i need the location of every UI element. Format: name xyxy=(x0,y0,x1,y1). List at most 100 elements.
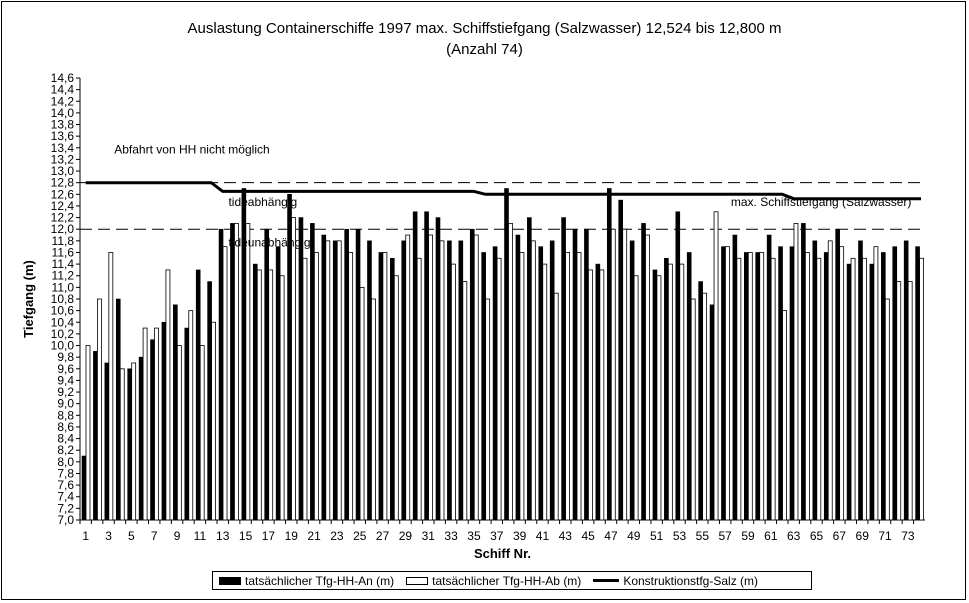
x-tick-label: 41 xyxy=(536,529,550,543)
x-axis-title: Schiff Nr. xyxy=(474,546,531,561)
chart-subtitle: (Anzahl 74) xyxy=(446,41,523,58)
bar-an xyxy=(332,240,338,521)
bar-ab xyxy=(690,298,696,521)
bar-an xyxy=(469,228,475,521)
y-tick-label: 7,8 xyxy=(57,466,74,480)
bar-ab xyxy=(359,286,365,521)
bar-an xyxy=(789,246,795,521)
bar-an xyxy=(515,234,521,521)
bar-an xyxy=(412,211,418,521)
y-tick-label: 13,0 xyxy=(51,164,75,178)
bar-ab xyxy=(519,252,525,521)
bar-ab xyxy=(496,257,502,521)
bar-ab xyxy=(473,234,479,521)
bar-ab xyxy=(451,263,456,521)
bar-an xyxy=(321,234,327,521)
x-tick-label: 37 xyxy=(490,529,504,543)
bar-ab xyxy=(759,252,765,521)
bar-an xyxy=(447,240,452,521)
y-tick-label: 12,4 xyxy=(51,199,75,213)
bar-ab xyxy=(279,275,285,521)
construction-line xyxy=(85,181,921,201)
bar-ab xyxy=(211,321,217,521)
x-tick-label: 47 xyxy=(604,529,618,543)
y-tick-label: 11,4 xyxy=(52,257,75,271)
bar-an xyxy=(835,228,840,521)
legend-label-an: tatsächlicher Tfg-HH-An (m) xyxy=(245,573,395,588)
bar-ab xyxy=(485,298,491,521)
bar-an xyxy=(652,269,658,521)
bar-an xyxy=(424,211,429,521)
bar-an xyxy=(629,240,635,521)
bar-ab xyxy=(85,345,91,521)
x-tick-label: 61 xyxy=(764,529,778,543)
bar-ab xyxy=(405,234,411,521)
bar-ab xyxy=(622,228,628,521)
bar-ab xyxy=(234,222,239,521)
y-tick-label: 14,6 xyxy=(51,71,75,85)
x-tick-label: 31 xyxy=(422,529,436,543)
bar-ab xyxy=(679,263,685,521)
x-tick-label: 39 xyxy=(513,529,527,543)
bar-ab xyxy=(633,275,639,521)
legend-item-konst: Konstruktionstfg-Salz (m) xyxy=(593,574,758,588)
x-tick-label: 27 xyxy=(376,529,390,543)
bar-ab xyxy=(348,252,354,521)
bar-an xyxy=(698,281,703,521)
x-tick-label: 49 xyxy=(627,529,641,543)
bar-ab xyxy=(176,345,182,521)
bar-ab xyxy=(508,222,513,521)
bar-an xyxy=(344,228,349,521)
bar-an xyxy=(869,263,875,521)
bar-ab xyxy=(804,252,810,521)
y-tick-label: 7,2 xyxy=(57,501,74,515)
legend-swatch-white xyxy=(406,576,429,585)
bar-ab xyxy=(268,269,274,521)
bar-ab xyxy=(565,252,570,521)
bar-an xyxy=(264,228,270,521)
bar-an xyxy=(195,269,201,521)
x-tick-label: 67 xyxy=(833,529,847,543)
x-tick-label: 65 xyxy=(810,529,824,543)
bar-an xyxy=(755,252,761,521)
y-tick-label: 13,4 xyxy=(51,141,75,155)
bar-an xyxy=(230,223,235,521)
x-tick-label: 51 xyxy=(650,529,664,543)
bar-an xyxy=(732,234,738,521)
y-tick-label: 10,6 xyxy=(51,304,75,318)
x-tick-label: 71 xyxy=(878,529,892,543)
y-tick-label: 11,6 xyxy=(52,245,75,259)
bar-ab xyxy=(245,222,251,521)
bar-ab xyxy=(656,275,662,521)
bar-an xyxy=(915,246,920,521)
y-tick-label: 13,8 xyxy=(51,118,75,132)
x-tick-label: 3 xyxy=(105,529,112,543)
bar-an xyxy=(161,321,167,521)
x-tick-label: 69 xyxy=(856,529,870,543)
y-tick-label: 14,4 xyxy=(51,83,75,97)
y-tick-label: 9,6 xyxy=(57,362,74,376)
annotation-text: tideunabhängig xyxy=(228,236,310,250)
bar-an xyxy=(150,339,155,521)
bar-ab xyxy=(850,257,856,521)
x-tick-label: 55 xyxy=(696,529,710,543)
bar-an xyxy=(709,304,715,521)
y-tick-label: 12,6 xyxy=(51,187,75,201)
bar-ab xyxy=(907,281,913,521)
x-tick-label: 59 xyxy=(741,529,755,543)
bar-an xyxy=(721,246,726,521)
bar-ab xyxy=(302,257,308,521)
bar-an xyxy=(104,362,110,521)
bar-an xyxy=(801,223,806,521)
bar-an xyxy=(127,368,132,521)
bar-ab xyxy=(873,246,879,521)
bar-ab xyxy=(782,310,787,521)
bar-an xyxy=(675,211,681,521)
x-tick-label: 13 xyxy=(216,529,230,543)
bar-an xyxy=(812,240,818,521)
bar-an xyxy=(138,356,144,521)
y-tick-label: 10,8 xyxy=(51,292,75,306)
bar-an xyxy=(184,327,190,521)
legend-item-ab: tatsächlicher Tfg-HH-Ab (m) xyxy=(406,574,581,588)
x-tick-label: 5 xyxy=(128,529,135,543)
